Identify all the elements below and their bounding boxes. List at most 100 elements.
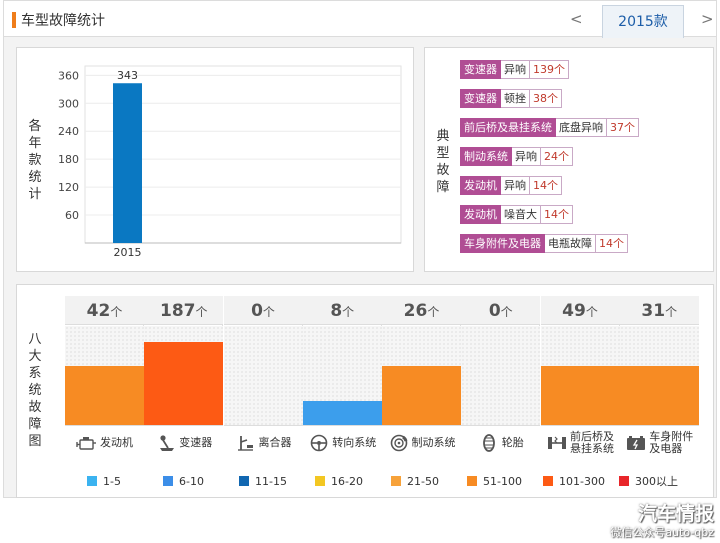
fault-count: 38个 xyxy=(530,89,562,108)
system-name-line: 悬挂系统 xyxy=(570,442,614,455)
legend-swatch xyxy=(315,476,325,486)
system-bar[interactable] xyxy=(540,365,620,425)
y-tick-label: 240 xyxy=(58,125,79,138)
y-tick-label: 360 xyxy=(58,69,79,82)
systems-label-char: 统 xyxy=(28,383,42,398)
legend-item: 1-5 xyxy=(87,471,155,491)
fault-symptom: 底盘异响 xyxy=(556,118,607,137)
system-column[interactable]: 0个 离合器 xyxy=(223,296,303,460)
system-count-value: 31 xyxy=(641,301,666,321)
system-column[interactable]: 31个 车身附件 及电器 xyxy=(619,296,699,460)
fault-system: 车身附件及电器 xyxy=(460,234,545,253)
system-bar[interactable] xyxy=(619,365,699,425)
system-column[interactable]: 0个轮胎 xyxy=(461,296,541,460)
legend-label: 51-100 xyxy=(483,474,522,488)
legend-label: 101-300 xyxy=(559,474,605,488)
system-label: 轮胎 xyxy=(461,425,541,460)
system-label: 转向系统 xyxy=(302,425,382,460)
fault-item[interactable]: 前后桥及悬挂系统 底盘异响 37个 xyxy=(460,118,639,137)
system-label: 离合器 xyxy=(223,425,303,460)
system-count-unit: 个 xyxy=(110,305,123,319)
fault-symptom: 顿挫 xyxy=(501,89,530,108)
legend-item: 21-50 xyxy=(391,471,459,491)
systems-label-char: 障 xyxy=(28,417,42,432)
fault-count: 139个 xyxy=(530,60,569,79)
fault-item[interactable]: 变速器 顿挫 38个 xyxy=(460,89,639,108)
next-year-button[interactable]: > xyxy=(701,10,714,28)
page-title: 车型故障统计 xyxy=(21,13,105,29)
system-count: 8个 xyxy=(302,296,382,325)
system-column[interactable]: 42个 发动机 xyxy=(65,296,144,460)
system-column[interactable]: 8个转向系统 xyxy=(302,296,382,460)
fault-system: 制动系统 xyxy=(460,147,512,166)
system-plot-area xyxy=(65,326,144,425)
engine-icon xyxy=(76,437,96,450)
legend-swatch xyxy=(239,476,249,486)
legend-swatch xyxy=(543,476,553,486)
fault-count: 14个 xyxy=(530,176,562,195)
system-name-line: 及电器 xyxy=(649,442,683,455)
system-plot-area xyxy=(382,326,461,425)
legend: 1-5 6-10 11-15 16-20 21-50 51-100 101-300 300以上 xyxy=(87,471,687,491)
legend-label: 300以上 xyxy=(635,475,678,488)
system-name: 变速器 xyxy=(179,437,212,449)
bar-2015[interactable] xyxy=(113,83,142,243)
legend-swatch xyxy=(467,476,477,486)
tire-icon xyxy=(482,434,495,452)
system-count-value: 26 xyxy=(403,301,428,321)
fault-item[interactable]: 发动机 异响 14个 xyxy=(460,176,639,195)
title-accent xyxy=(12,12,16,28)
system-bar[interactable] xyxy=(144,341,224,425)
fault-system: 前后桥及悬挂系统 xyxy=(460,118,556,137)
legend-item: 101-300 xyxy=(543,471,611,491)
system-column[interactable]: 26个制动系统 xyxy=(382,296,461,460)
yearly-axis-label: 各年款统计 xyxy=(27,118,43,203)
system-bar[interactable] xyxy=(302,401,382,425)
legend-swatch xyxy=(87,476,97,486)
fault-symptom: 异响 xyxy=(512,147,541,166)
systems-label: 八大系统故障图 xyxy=(27,331,43,450)
fault-item[interactable]: 变速器 异响 139个 xyxy=(460,60,639,79)
header-bar: 车型故障统计 < 2015款 > xyxy=(4,1,716,38)
typical-faults-label-char: 障 xyxy=(436,180,450,195)
fault-item[interactable]: 制动系统 异响 24个 xyxy=(460,147,639,166)
tab-year[interactable]: 2015款 xyxy=(602,5,684,38)
systems-chart: 42个 发动机 187个 变速器 0个 离合器 8个 转向系统 26个 制动系统 0个 轮胎 49个 前后… xyxy=(65,296,699,460)
system-name-line: 轮胎 xyxy=(501,436,524,449)
legend-label: 6-10 xyxy=(179,474,204,488)
system-name: 转向系统 xyxy=(332,437,376,449)
legend-item: 16-20 xyxy=(315,471,383,491)
system-count: 187个 xyxy=(144,296,224,325)
battery-icon xyxy=(627,436,646,450)
legend-item: 51-100 xyxy=(467,471,535,491)
system-name-line: 前后桥及 xyxy=(570,430,614,443)
system-label: 车身附件 及电器 xyxy=(619,425,699,460)
system-plot-area xyxy=(223,326,303,425)
system-count: 42个 xyxy=(65,296,144,325)
typical-faults-panel: 典型故障 变速器 异响 139个 变速器 顿挫 38个 前后桥及悬挂系统 底盘异响 37个 制动系… xyxy=(424,47,714,272)
system-bar[interactable] xyxy=(65,365,144,425)
y-tick-label: 180 xyxy=(58,153,79,166)
system-count-unit: 个 xyxy=(500,305,513,319)
system-name-line: 制动系统 xyxy=(411,436,456,449)
system-count-unit: 个 xyxy=(195,305,208,319)
yearly-axis-label-char: 各 xyxy=(28,119,42,134)
legend-item: 300以上 xyxy=(619,471,687,491)
system-column[interactable]: 49个 前后桥及 悬挂系统 xyxy=(540,296,620,460)
systems-label-char: 故 xyxy=(28,400,42,415)
fault-count: 14个 xyxy=(541,205,573,224)
system-count: 0个 xyxy=(461,296,541,325)
system-count: 26个 xyxy=(382,296,461,325)
clutch-icon xyxy=(237,436,253,451)
fault-system: 发动机 xyxy=(460,205,501,224)
prev-year-button[interactable]: < xyxy=(570,10,583,28)
fault-item[interactable]: 车身附件及电器 电瓶故障 14个 xyxy=(460,234,639,253)
fault-stats-window: 车型故障统计 < 2015款 > 各年款统计 60 120 180 240 300 360… xyxy=(3,0,717,498)
system-bar[interactable] xyxy=(382,365,461,425)
fault-count: 37个 xyxy=(607,118,639,137)
typical-faults-label-char: 型 xyxy=(436,146,450,161)
system-column[interactable]: 187个变速器 xyxy=(144,296,224,460)
yearly-panel: 各年款统计 60 120 180 240 300 360 343 2015 xyxy=(16,47,414,272)
fault-item[interactable]: 发动机 噪音大 14个 xyxy=(460,205,639,224)
fault-system: 发动机 xyxy=(460,176,501,195)
